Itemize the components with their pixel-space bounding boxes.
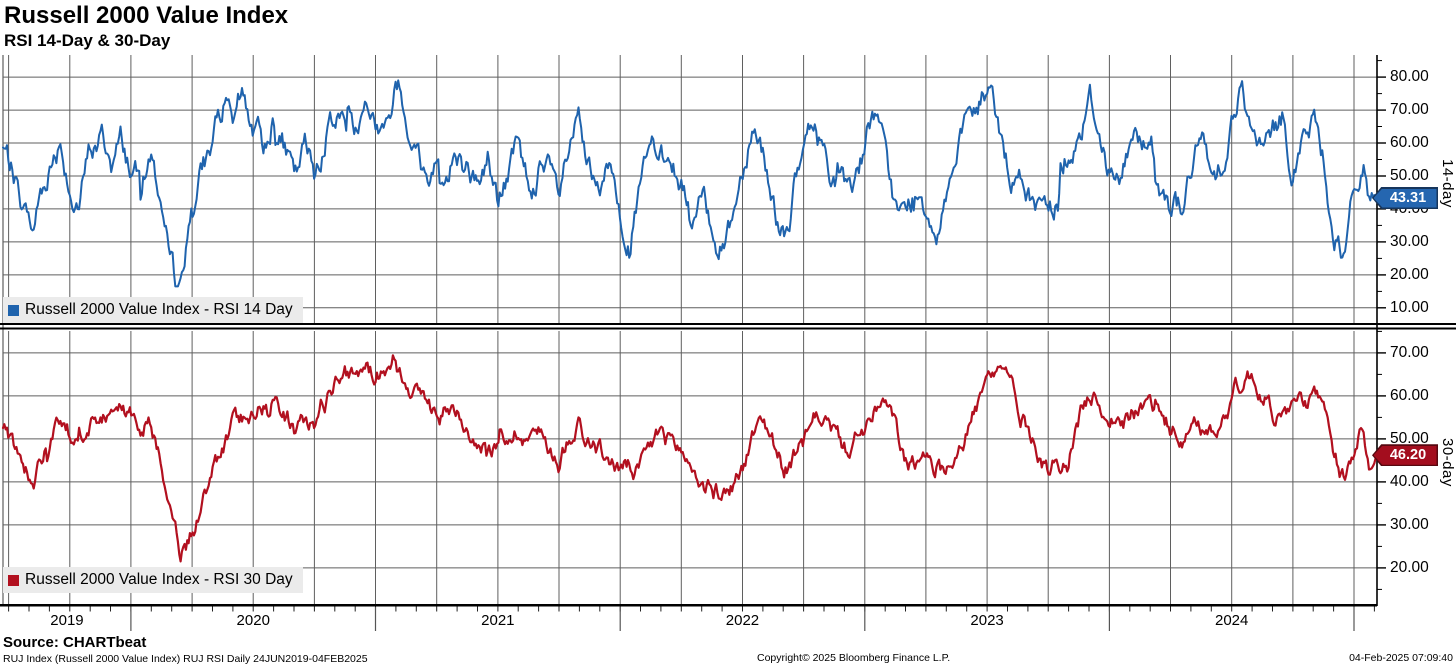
year-label: 2023 <box>970 612 1004 629</box>
footer-copyright: Copyright© 2025 Bloomberg Finance L.P. <box>757 652 951 664</box>
y-tick-label: 30.00 <box>1390 515 1429 533</box>
year-label: 2021 <box>481 612 515 629</box>
legend-label-rsi14: Russell 2000 Value Index - RSI 14 Day <box>25 301 293 318</box>
y-tick-label: 50.00 <box>1390 429 1429 447</box>
chart-subtitle: RSI 14-Day & 30-Day <box>4 31 171 50</box>
rsi30-line-series <box>1 354 1379 563</box>
y-tick-label: 80.00 <box>1390 68 1429 86</box>
rsi14-line-series <box>2 79 1378 288</box>
footer-datetime: 04-Feb-2025 07:09:40 <box>1349 652 1453 664</box>
year-label: 2022 <box>725 612 760 629</box>
x-axis-line <box>0 604 1377 607</box>
last-value-badge-rsi30: 46.20 <box>1372 444 1438 467</box>
y-tick-label: 40.00 <box>1390 472 1429 490</box>
y-tick-label: 10.00 <box>1390 298 1429 316</box>
axis-label-14day: 14-day <box>1439 159 1456 208</box>
legend-swatch-rsi14-icon <box>8 304 19 316</box>
footer-description: RUJ Index (Russell 2000 Value Index) RUJ… <box>3 653 368 665</box>
y-tick-label: 60.00 <box>1390 134 1429 151</box>
chart-title: Russell 2000 Value Index <box>4 2 289 29</box>
year-label: 2020 <box>236 612 270 629</box>
year-label: 2019 <box>50 612 84 629</box>
legend-rsi14: Russell 2000 Value Index - RSI 14 Day <box>3 297 303 323</box>
legend-swatch-rsi30-icon <box>8 574 19 586</box>
y-tick-label: 20.00 <box>1390 558 1429 576</box>
footer-source: Source: CHARTbeat <box>3 634 147 651</box>
year-label: 2024 <box>1215 612 1249 629</box>
y-tick-label: 60.00 <box>1390 386 1429 404</box>
y-tick-label: 50.00 <box>1390 166 1429 184</box>
legend-label-rsi30: Russell 2000 Value Index - RSI 30 Day <box>25 571 293 588</box>
legend-rsi30: Russell 2000 Value Index - RSI 30 Day <box>3 567 303 593</box>
y-tick-label: 30.00 <box>1390 232 1429 250</box>
y-tick-label: 70.00 <box>1390 343 1429 361</box>
panel-divider <box>0 327 1456 330</box>
last-value-badge-rsi14: 43.31 <box>1372 187 1438 210</box>
y-tick-label: 20.00 <box>1390 265 1429 283</box>
panel-divider <box>0 323 1456 325</box>
axis-label-30day: 30-day <box>1439 437 1456 487</box>
y-tick-label: 70.00 <box>1390 101 1429 119</box>
